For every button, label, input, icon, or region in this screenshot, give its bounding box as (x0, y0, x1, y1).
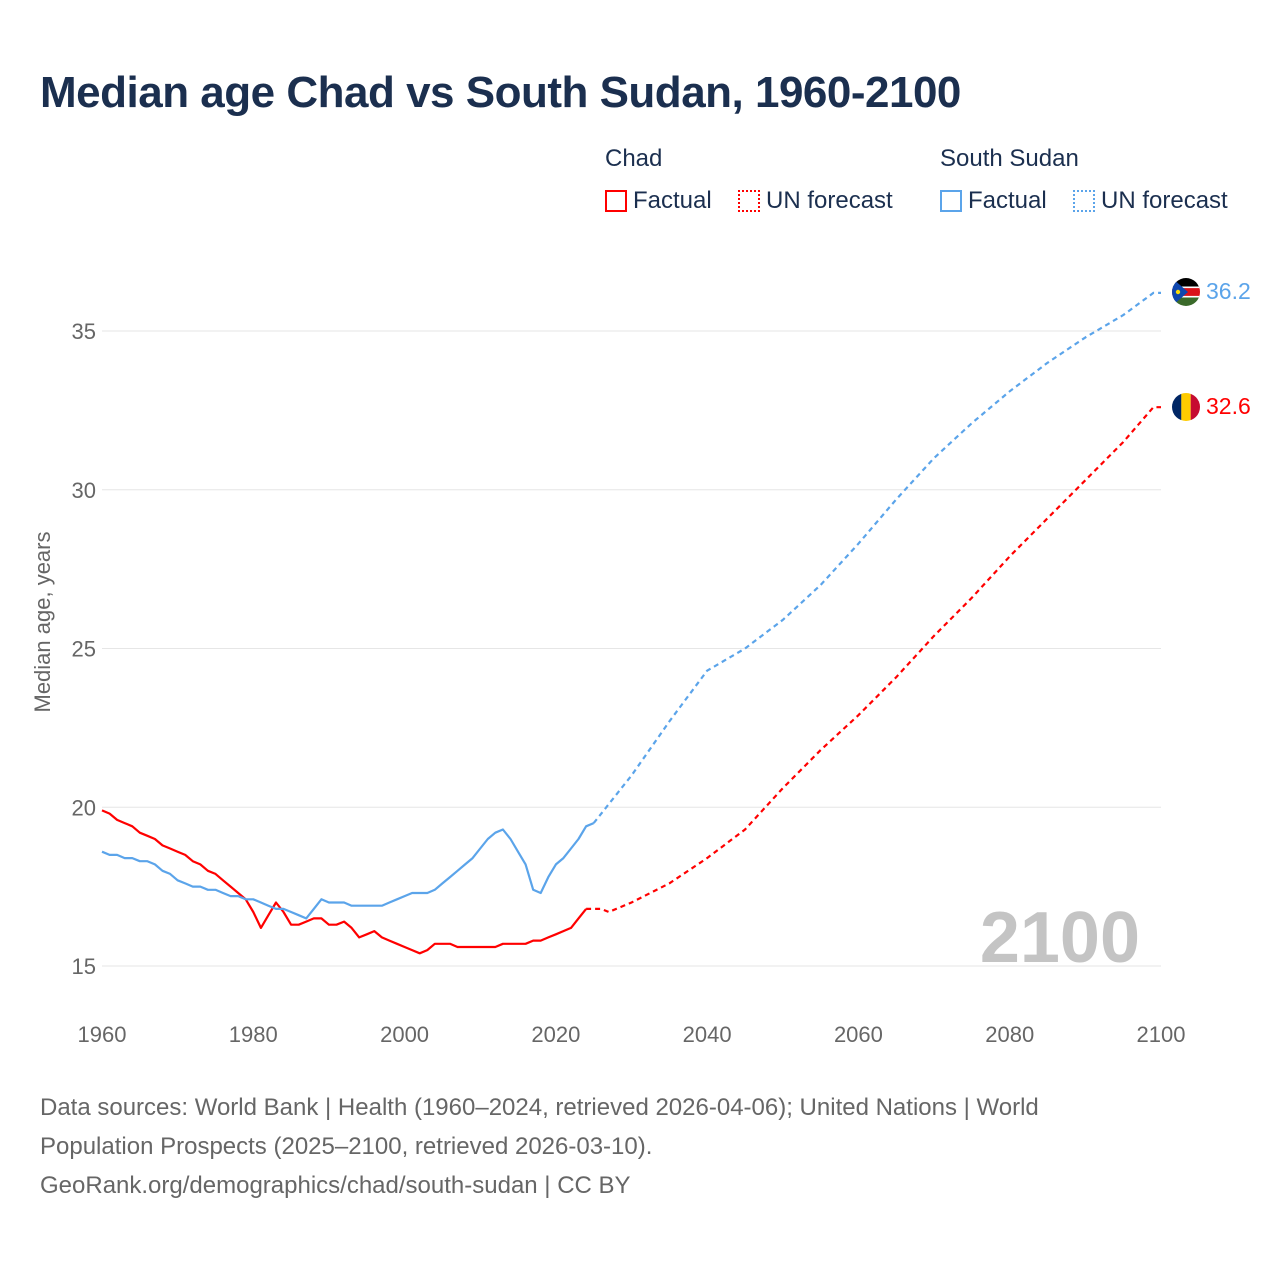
footer: Data sources: World Bank | Health (1960–… (40, 1088, 1240, 1205)
source-line-2: Population Prospects (2025–2100, retriev… (40, 1133, 653, 1160)
x-tick-label: 2000 (380, 1022, 429, 1047)
legend-swatch-solid (940, 190, 962, 212)
legend-group-south-sudan: South Sudan (940, 145, 1079, 172)
x-tick-label: 2080 (985, 1022, 1034, 1047)
legend-label: Factual (633, 187, 712, 214)
y-tick-label: 30 (72, 478, 96, 503)
legend-swatch-solid (605, 190, 627, 212)
x-tick-label: 1960 (78, 1022, 127, 1047)
legend-label: Factual (968, 187, 1047, 214)
y-tick-label: 35 (72, 319, 96, 344)
y-tick-label: 15 (72, 954, 96, 979)
chad-forecast-line (586, 406, 1161, 914)
legend-chad-forecast[interactable]: UN forecast (738, 187, 893, 215)
legend-swatch-dotted (738, 190, 760, 212)
y-axis-label: Median age, years (30, 532, 55, 713)
chad-end-label: 32.6 (1206, 393, 1251, 419)
south-sudan-flag-icon (1172, 278, 1200, 306)
chad-flag-icon (1172, 393, 1200, 421)
chart-title: Median age Chad vs South Sudan, 1960-210… (40, 68, 961, 117)
legend-label: UN forecast (766, 187, 893, 214)
y-tick-label: 25 (72, 637, 96, 662)
south-sudan-end-label: 36.2 (1206, 278, 1251, 304)
x-tick-label: 1980 (229, 1022, 278, 1047)
legend-swatch-dotted (1073, 190, 1095, 212)
source-line-1: Data sources: World Bank | Health (1960–… (40, 1094, 1039, 1121)
attribution-link[interactable]: GeoRank.org/demographics/chad/south-suda… (40, 1172, 631, 1199)
legend-south-sudan-factual[interactable]: Factual (940, 187, 1047, 215)
chad-factual-line (101, 809, 587, 955)
x-tick-label: 2100 (1137, 1022, 1186, 1047)
legend-chad-factual[interactable]: Factual (605, 187, 712, 215)
x-tick-label: 2040 (683, 1022, 732, 1047)
y-tick-label: 20 (72, 795, 96, 820)
legend-south-sudan-forecast[interactable]: UN forecast (1073, 187, 1228, 215)
year-watermark: 2100 (980, 898, 1140, 978)
x-tick-label: 2060 (834, 1022, 883, 1047)
x-tick-label: 2020 (531, 1022, 580, 1047)
south-sudan-factual-line (101, 822, 595, 920)
south-sudan-forecast-line (592, 291, 1161, 824)
legend-label: UN forecast (1101, 187, 1228, 214)
legend-group-chad: Chad (605, 145, 663, 172)
